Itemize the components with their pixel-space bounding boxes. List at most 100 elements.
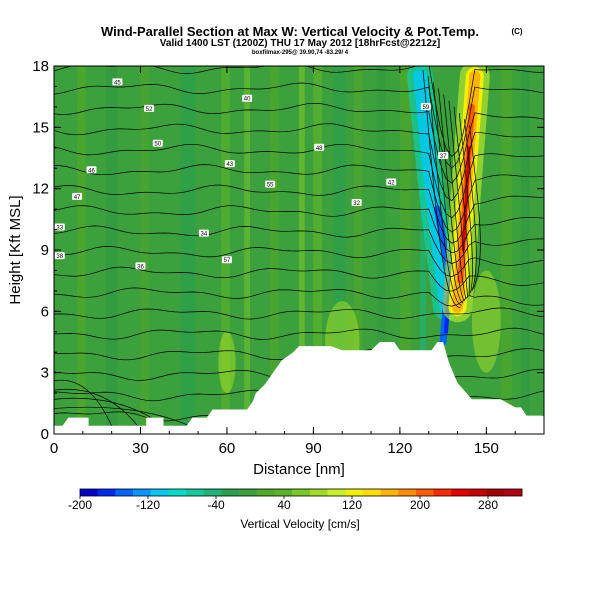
x-tick-label: 150 xyxy=(474,440,499,457)
contour-label-text: 33 xyxy=(56,226,63,232)
contour-label-text: 48 xyxy=(316,146,323,152)
theta-contour-steep xyxy=(453,106,470,296)
theta-contour-steep xyxy=(448,100,468,298)
contour-label-text: 43 xyxy=(226,162,233,168)
colorbar-frame xyxy=(79,488,523,497)
colorbar-tick-label: -40 xyxy=(207,498,225,512)
colorbar-swatch xyxy=(309,489,328,496)
contour-label-bg xyxy=(144,104,155,112)
colorbar-swatch xyxy=(433,489,452,496)
theta-contour-low xyxy=(54,406,190,427)
velocity-streak xyxy=(376,66,386,434)
theta-contour xyxy=(54,205,544,254)
contour-label: 55 xyxy=(265,180,276,189)
velocity-streak xyxy=(244,66,250,434)
contour-label-bg xyxy=(198,229,209,237)
colorbar: -200 -120 -40 40 120 200 280 xyxy=(68,488,523,512)
contour-label-text: 38 xyxy=(56,254,63,260)
velocity-streak xyxy=(77,66,86,434)
updraft-core-max xyxy=(461,146,471,252)
contour-label-bg xyxy=(54,223,65,231)
terrain-shape xyxy=(54,342,544,434)
theta-contour-steep xyxy=(432,82,464,304)
colorbar-tick-label: -200 xyxy=(68,498,92,512)
chart-title: Wind-Parallel Section at Max W: Vertical… xyxy=(101,24,479,39)
contour-label-bg xyxy=(420,102,431,110)
colorbar-swatch xyxy=(415,489,434,496)
contour-label-text: 52 xyxy=(146,107,153,113)
chart-subtitle: Valid 1400 LST (1200Z) THU 17 May 2012 [… xyxy=(160,38,440,49)
velocity-streak xyxy=(313,66,323,434)
theta-contour xyxy=(54,246,544,277)
velocity-streak xyxy=(333,66,346,434)
theta-contour-steep xyxy=(464,119,477,292)
theta-contour-low xyxy=(54,388,138,427)
contour-label-bg xyxy=(265,180,276,188)
x-tick-label: 120 xyxy=(387,440,412,457)
contour-label-bg xyxy=(221,256,232,264)
contour-label-bg xyxy=(351,198,362,206)
colorbar-swatch xyxy=(451,489,470,496)
x-tick-label: 30 xyxy=(132,440,149,457)
contour-label: 50 xyxy=(152,139,163,148)
y-tick-label: 15 xyxy=(32,119,49,136)
theta-contour-steep xyxy=(443,94,467,300)
contour-label-bg xyxy=(152,139,163,147)
colorbar-swatch xyxy=(292,489,311,496)
velocity-streak xyxy=(270,66,279,434)
contour-label: 47 xyxy=(72,192,83,201)
contour-label-bg xyxy=(438,151,449,159)
colorbar-swatch xyxy=(362,489,381,496)
contour-label-text: 55 xyxy=(267,183,274,189)
colorbar-tick-label: 120 xyxy=(342,498,362,512)
contour-label-bg xyxy=(72,192,83,200)
colorbar-tick-label: 280 xyxy=(478,498,498,512)
contour-label-text: 37 xyxy=(440,154,447,160)
x-tick-label: 90 xyxy=(305,440,322,457)
theta-contour-steep xyxy=(427,76,462,306)
contour-label-text: 50 xyxy=(154,142,161,148)
contour-label-bg xyxy=(135,262,146,270)
theta-contour xyxy=(54,143,544,219)
theta-contour xyxy=(54,327,544,340)
contour-label: 38 xyxy=(54,252,65,260)
colorbar-swatch xyxy=(398,489,417,496)
y-tick-label: 6 xyxy=(41,303,49,320)
contour-label-text: 42 xyxy=(388,181,395,187)
terrain xyxy=(54,342,544,434)
colorbar-swatch xyxy=(115,489,134,496)
contour-label: 32 xyxy=(351,198,362,207)
downdraft-band xyxy=(413,69,453,315)
contour-label-text: 59 xyxy=(422,105,429,111)
velocity-streak xyxy=(140,66,150,434)
contour-label: 57 xyxy=(221,256,232,264)
contour-label-bg xyxy=(314,143,325,151)
colorbar-swatch xyxy=(203,489,222,496)
colorbar-tick-label: 40 xyxy=(277,498,291,512)
y-axis-label: Height [Kft MSL] xyxy=(7,195,24,304)
colorbar-swatch xyxy=(168,489,187,496)
contour-label: 59 xyxy=(420,102,431,111)
contour-label: 36 xyxy=(135,262,146,270)
colorbar-swatch xyxy=(327,489,346,496)
colorbar-swatch xyxy=(80,489,98,496)
contour-label-bg xyxy=(86,166,97,174)
colorbar-swatch xyxy=(150,489,169,496)
plot-area: 45 52 50 40 48 43 46 47 55 32 42 59 37 33 38 36 34 57 xyxy=(54,66,544,434)
contour-label-bg xyxy=(112,78,123,86)
x-tick-label: 60 xyxy=(219,440,236,457)
y-tick-label: 18 xyxy=(32,58,49,75)
y-tick-label: 12 xyxy=(32,181,49,198)
colorbar-swatch xyxy=(274,489,293,496)
contour-label-bg xyxy=(386,178,397,186)
theta-contour xyxy=(54,164,544,233)
colorbar-swatch xyxy=(133,489,152,496)
velocity-streak xyxy=(520,66,530,434)
contour-label: 45 xyxy=(112,78,123,86)
colorbar-swatch xyxy=(97,489,116,496)
theta-contour xyxy=(54,184,544,244)
y-tick-label: 9 xyxy=(41,242,49,259)
x-axis-label: Distance [nm] xyxy=(253,461,345,478)
contour-label-bg xyxy=(242,94,253,102)
